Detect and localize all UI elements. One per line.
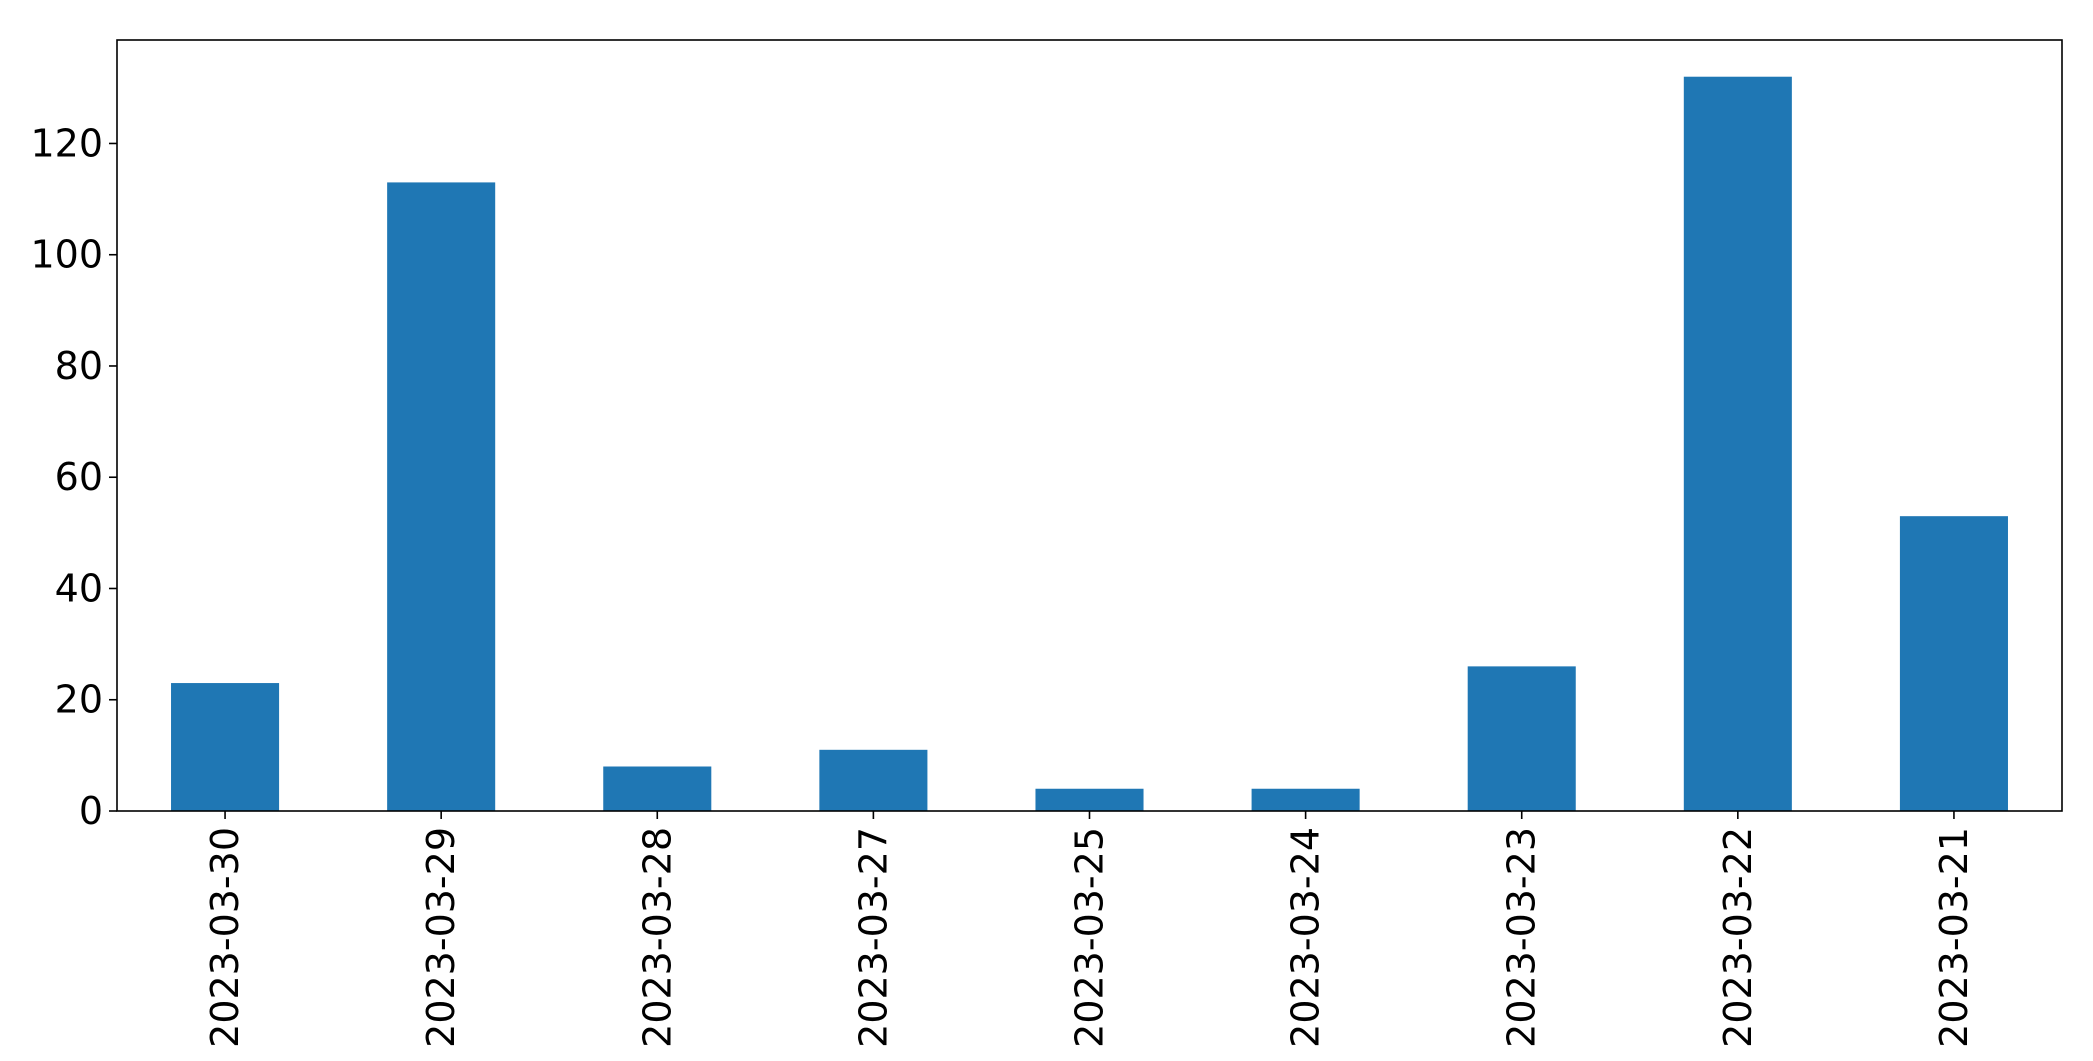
bar-2023-03-29 xyxy=(387,182,496,811)
bar-2023-03-30 xyxy=(171,683,280,811)
x-tick-label: 2023-03-23 xyxy=(1500,827,1544,1048)
y-tick-label: 60 xyxy=(55,455,103,499)
x-tick-label: 2023-03-30 xyxy=(203,827,247,1048)
bar-2023-03-22 xyxy=(1683,76,1792,811)
bar-2023-03-24 xyxy=(1251,788,1360,811)
x-tick-label: 2023-03-29 xyxy=(419,827,463,1048)
bar-2023-03-21 xyxy=(1899,516,2008,811)
bar-2023-03-28 xyxy=(603,766,712,811)
x-tick-label: 2023-03-28 xyxy=(635,827,679,1048)
bar-2023-03-25 xyxy=(1035,788,1144,811)
x-tick-label: 2023-03-22 xyxy=(1716,827,1760,1048)
y-tick-label: 120 xyxy=(30,121,103,165)
axes-frame xyxy=(116,39,2063,812)
x-tick-label: 2023-03-27 xyxy=(851,827,895,1048)
bar-2023-03-23 xyxy=(1467,666,1576,811)
bar-2023-03-27 xyxy=(819,749,928,811)
y-tick-label: 0 xyxy=(79,789,103,833)
x-tick-label: 2023-03-25 xyxy=(1068,827,1112,1048)
x-tick-label: 2023-03-24 xyxy=(1284,827,1328,1048)
x-tick-label: 2023-03-21 xyxy=(1932,827,1976,1048)
bars-layer xyxy=(171,76,2008,811)
y-axis: 0 20 40 60 80 100 120 xyxy=(30,121,117,833)
y-tick-label: 100 xyxy=(30,233,103,277)
x-axis: 2023-03-30 2023-03-29 2023-03-28 2023-03-27… xyxy=(203,811,1976,1048)
y-tick-label: 20 xyxy=(55,678,103,722)
y-tick-label: 40 xyxy=(55,566,103,610)
y-tick-label: 80 xyxy=(55,344,103,388)
